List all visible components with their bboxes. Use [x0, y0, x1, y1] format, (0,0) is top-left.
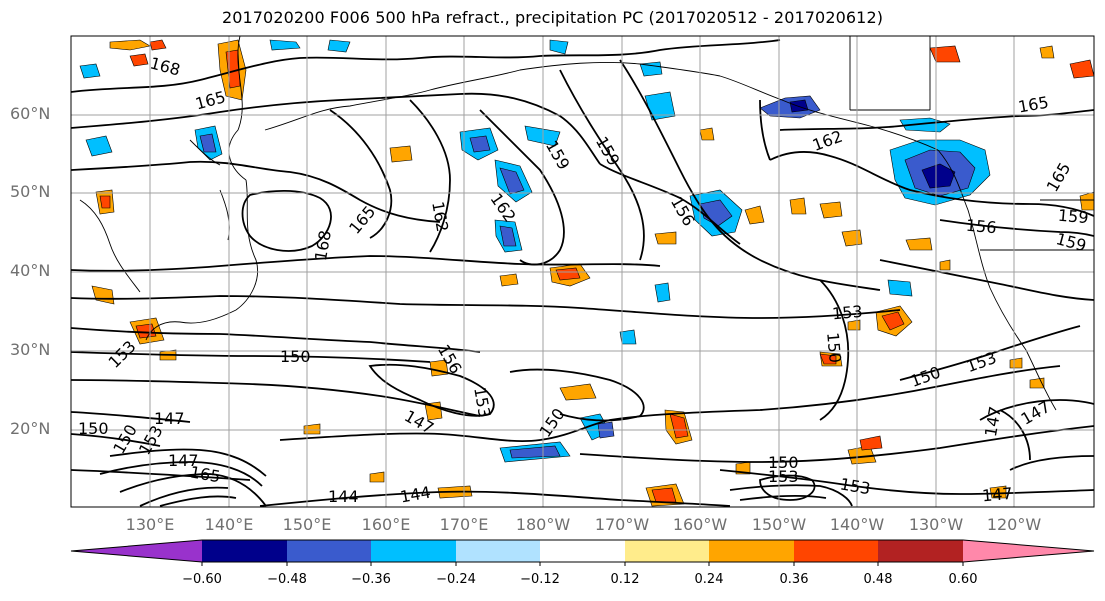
contour-label: 150 [823, 332, 845, 364]
contour-label: 144 [328, 487, 359, 506]
lon-label: 120°W [986, 515, 1042, 534]
contour-label: 147 [154, 409, 185, 428]
lat-label: 30°N [10, 340, 51, 359]
contour-label: 165 [1017, 93, 1050, 117]
contour-label: 147 [1018, 397, 1054, 429]
colorbar-cell [202, 540, 287, 562]
contour-label: 147 [981, 405, 1005, 438]
colorbar [70, 539, 1095, 566]
colorbar-tick-label: 0.48 [863, 572, 893, 587]
contour-label: 150 [768, 453, 799, 472]
contour-label: 144 [399, 483, 432, 507]
lon-label: 160°E [361, 515, 411, 534]
lat-label: 40°N [10, 261, 51, 280]
contour-label: 153 [105, 337, 140, 372]
contour-label: 150 [109, 421, 141, 457]
contour-label: 162 [428, 200, 452, 233]
precipitation-patches [79, 39, 1094, 507]
colorbar-cell [371, 540, 456, 562]
contour-label: 165 [1043, 159, 1075, 195]
colorbar-cell [963, 540, 1094, 562]
colorbar-tick-label: 0.24 [694, 572, 724, 587]
lon-label: 130°E [125, 515, 175, 534]
contour-label: 153 [768, 467, 799, 486]
lon-label: 140°E [204, 515, 254, 534]
contour-label: 150 [78, 419, 109, 438]
lon-label: 140°W [829, 515, 885, 534]
lat-label: 60°N [10, 104, 51, 123]
map-title: 2017020200 F006 500 hPa refract., precip… [221, 8, 884, 27]
colorbar-tick-label: −0.36 [351, 572, 391, 587]
lon-label: 130°W [908, 515, 964, 534]
colorbar-tick-label: −0.60 [182, 572, 222, 587]
contour-label: 168 [148, 53, 182, 79]
colorbar-cell [540, 540, 625, 562]
contour-label: 147 [981, 484, 1013, 506]
contour-label: 147 [168, 451, 199, 470]
colorbar-tick-label: 0.36 [779, 572, 809, 587]
contour-label: 159 [1057, 206, 1089, 228]
colorbar-cell [709, 540, 794, 562]
lon-label: 160°W [672, 515, 728, 534]
colorbar-cell [625, 540, 709, 562]
contour-label: 162 [810, 127, 845, 155]
lon-label: 170°W [594, 515, 650, 534]
lon-label: 180°W [515, 515, 571, 534]
colorbar-tick-label: 0.60 [948, 572, 978, 587]
contour-label: 159 [592, 133, 624, 169]
contour-label: 165 [189, 462, 222, 486]
lat-lon-grid [71, 36, 1094, 507]
colorbar-tick-label: 0.12 [610, 572, 640, 587]
lon-label: 150°W [751, 515, 807, 534]
colorbar-cell [287, 540, 371, 562]
contour-label: 153 [831, 302, 863, 324]
colorbar-cell [71, 540, 202, 562]
lon-label: 150°E [282, 515, 332, 534]
contour-label: 156 [965, 216, 997, 238]
lon-label: 170°E [439, 515, 489, 534]
contour-label: 165 [193, 87, 227, 113]
contour-label: 150 [280, 347, 311, 366]
colorbar-cell [878, 540, 963, 562]
lat-label: 50°N [10, 182, 51, 201]
colorbar-tick-label: −0.24 [436, 572, 476, 587]
map-frame [70, 35, 1095, 508]
lat-label: 20°N [10, 419, 51, 438]
colorbar-cell [794, 540, 878, 562]
colorbar-tick-label: −0.48 [267, 572, 307, 587]
contour-label: 153 [964, 348, 999, 376]
colorbar-tick-label: −0.12 [520, 572, 560, 587]
colorbar-cell [456, 540, 540, 562]
